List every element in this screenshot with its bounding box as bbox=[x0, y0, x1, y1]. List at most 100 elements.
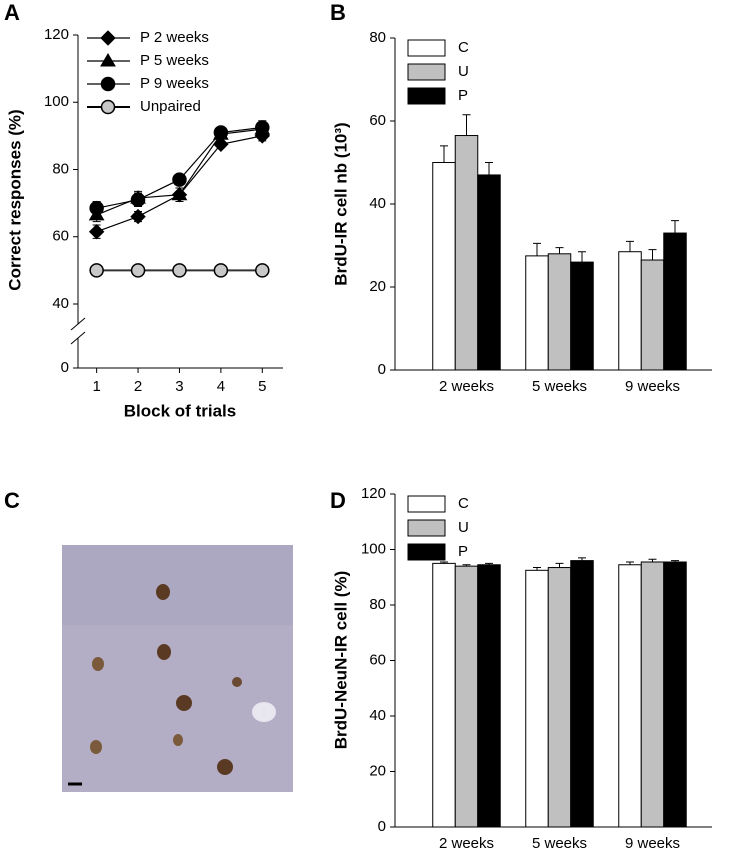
legend-swatch bbox=[407, 87, 446, 105]
y-tick-label: 100 bbox=[44, 93, 69, 110]
error-bar bbox=[533, 242, 541, 256]
x-tick-label: 9 weeks bbox=[625, 835, 680, 852]
marker bbox=[255, 120, 270, 135]
legend-label: C bbox=[458, 39, 469, 56]
stained-nucleus bbox=[92, 657, 104, 671]
error-bar bbox=[462, 114, 471, 136]
marker bbox=[88, 223, 105, 240]
panel-label: C bbox=[4, 488, 20, 513]
bar bbox=[547, 567, 572, 828]
panel-label: A bbox=[4, 0, 20, 25]
bar bbox=[454, 135, 479, 371]
x-tick-label: 1 bbox=[92, 378, 100, 395]
stained-nucleus bbox=[232, 677, 242, 687]
error-bar bbox=[578, 251, 586, 263]
marker bbox=[89, 263, 104, 278]
marker bbox=[100, 30, 116, 46]
stained-nucleus bbox=[156, 584, 170, 600]
stained-nucleus bbox=[173, 734, 183, 746]
marker bbox=[213, 263, 229, 278]
x-tick-label: 4 bbox=[217, 378, 225, 395]
marker bbox=[172, 263, 187, 278]
marker bbox=[130, 192, 146, 208]
vessel bbox=[252, 702, 276, 722]
legend-swatch bbox=[407, 39, 446, 57]
x-tick-label: 5 bbox=[258, 378, 266, 395]
legend-label: Unpaired bbox=[140, 98, 201, 115]
legend-label: P bbox=[458, 87, 468, 104]
bar bbox=[525, 255, 549, 371]
y-tick-label: 80 bbox=[369, 596, 386, 613]
micrograph-region bbox=[62, 545, 293, 625]
x-tick-label: 2 weeks bbox=[439, 835, 494, 852]
bar bbox=[454, 565, 479, 828]
legend-swatch bbox=[407, 519, 446, 537]
stained-nucleus bbox=[217, 759, 233, 775]
y-tick-label: 40 bbox=[52, 295, 69, 312]
y-tick-label: 20 bbox=[369, 278, 386, 295]
y-tick-label: 60 bbox=[369, 651, 386, 668]
y-tick-label: 80 bbox=[52, 160, 69, 177]
marker bbox=[213, 125, 229, 140]
axis-break bbox=[70, 317, 86, 331]
error-bar bbox=[626, 240, 634, 252]
error-bar bbox=[671, 220, 679, 234]
legend-label: P bbox=[458, 543, 468, 560]
legend-swatch bbox=[407, 63, 446, 81]
stained-nucleus bbox=[157, 644, 171, 660]
x-tick-label: 3 bbox=[175, 378, 183, 395]
y-tick-label: 100 bbox=[361, 540, 386, 557]
y-axis-title: Correct responses (%) bbox=[5, 109, 24, 290]
y-tick-label: 60 bbox=[52, 228, 69, 245]
x-tick-label: 5 weeks bbox=[532, 835, 587, 852]
y-tick-label: 40 bbox=[369, 195, 386, 212]
bar bbox=[525, 569, 549, 828]
axis-break bbox=[70, 331, 86, 345]
legend-label: C bbox=[458, 495, 469, 512]
legend-swatch bbox=[407, 543, 446, 561]
x-tick-label: 5 weeks bbox=[532, 378, 587, 395]
marker bbox=[255, 263, 270, 278]
legend-label: U bbox=[458, 519, 469, 536]
bar bbox=[570, 560, 594, 828]
marker bbox=[130, 208, 146, 225]
y-tick-label: 40 bbox=[369, 707, 386, 724]
legend-label: U bbox=[458, 63, 469, 80]
bar bbox=[663, 232, 687, 371]
y-axis-title: BrdU-NeuN-IR cell (%) bbox=[331, 571, 350, 750]
marker bbox=[172, 172, 187, 187]
bar bbox=[432, 162, 456, 371]
y-tick-label: 20 bbox=[369, 762, 386, 779]
y-tick-label: 80 bbox=[369, 29, 386, 46]
x-tick-label: 9 weeks bbox=[625, 378, 680, 395]
y-tick-label: 60 bbox=[369, 112, 386, 129]
bar bbox=[663, 561, 687, 828]
x-axis-title: Block of trials bbox=[124, 401, 236, 420]
marker bbox=[89, 200, 104, 216]
y-tick-label: 120 bbox=[361, 485, 386, 502]
error-bar bbox=[440, 145, 448, 163]
bar bbox=[640, 561, 665, 828]
legend-label: P 9 weeks bbox=[140, 75, 209, 92]
marker bbox=[100, 99, 116, 115]
y-tick-label: 120 bbox=[44, 26, 69, 43]
marker bbox=[171, 186, 188, 201]
micrograph bbox=[62, 545, 293, 792]
bar bbox=[477, 174, 501, 371]
bar bbox=[477, 564, 501, 828]
error-bar bbox=[648, 249, 657, 261]
legend-swatch bbox=[407, 495, 446, 513]
marker bbox=[130, 263, 146, 278]
error-bar bbox=[555, 562, 564, 568]
error-bar bbox=[485, 162, 493, 175]
legend-label: P 5 weeks bbox=[140, 52, 209, 69]
bar bbox=[618, 564, 642, 828]
y-tick-label: 0 bbox=[61, 359, 69, 376]
y-tick-label: 0 bbox=[378, 361, 386, 378]
bar bbox=[640, 259, 665, 371]
marker bbox=[100, 53, 116, 67]
bar bbox=[547, 253, 572, 371]
bar bbox=[570, 261, 594, 371]
stained-nucleus bbox=[176, 695, 192, 711]
x-tick-label: 2 bbox=[134, 378, 142, 395]
